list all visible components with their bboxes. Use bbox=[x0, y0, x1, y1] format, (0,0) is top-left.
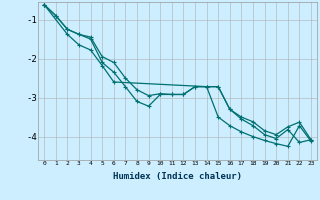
X-axis label: Humidex (Indice chaleur): Humidex (Indice chaleur) bbox=[113, 172, 242, 181]
